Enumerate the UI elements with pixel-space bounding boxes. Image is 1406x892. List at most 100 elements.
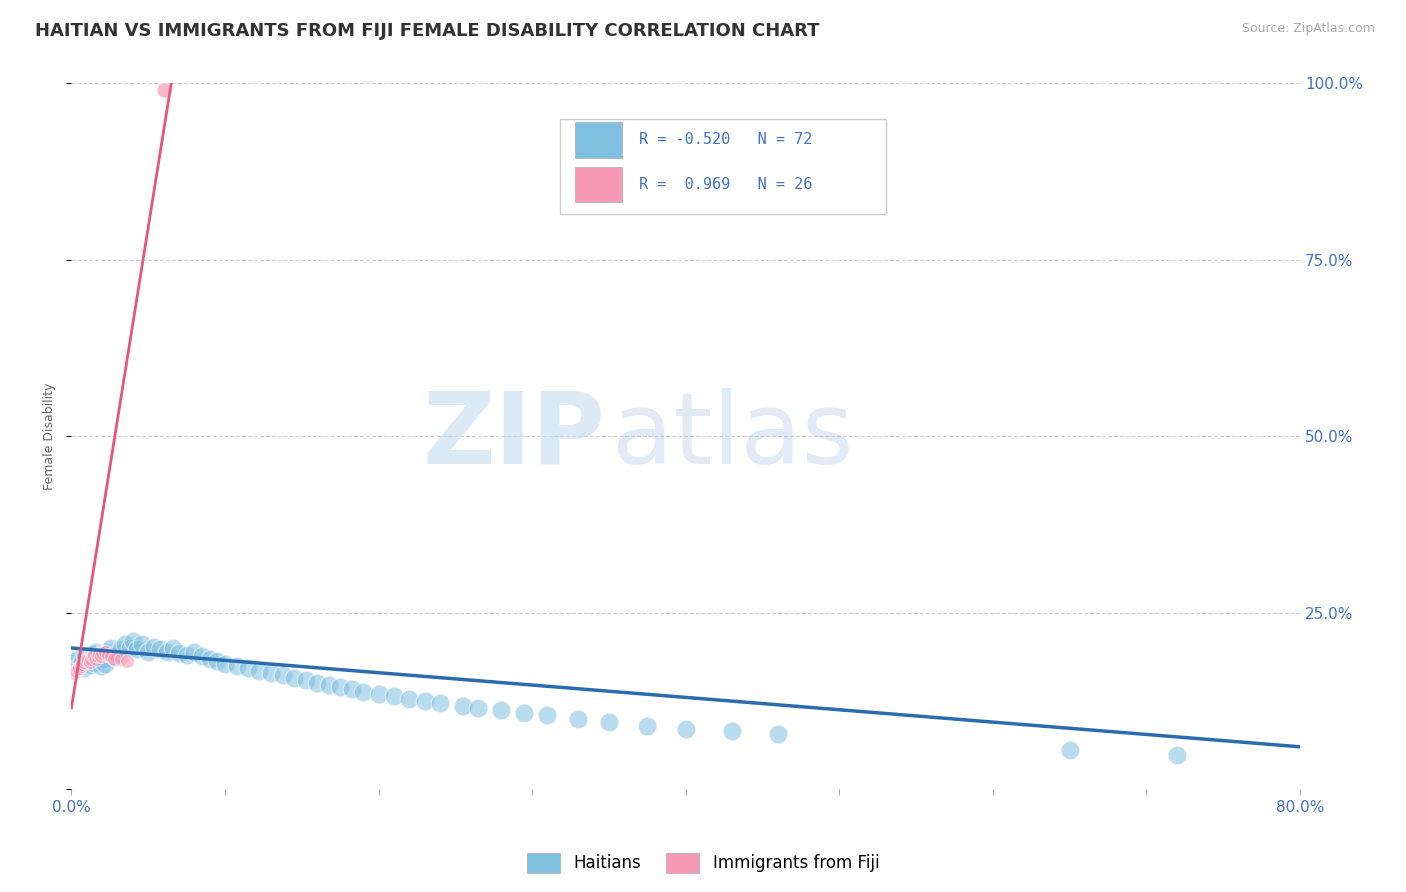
Point [87, 647, 110, 661]
Point [118, 640, 141, 655]
Point [94, 657, 117, 671]
Point [91, 647, 114, 661]
Point [94, 644, 117, 658]
Point [143, 640, 166, 654]
Point [76, 651, 98, 665]
Point [1059, 743, 1081, 757]
Point [84, 651, 107, 665]
Point [63, 655, 86, 669]
Point [93, 651, 115, 665]
Point [149, 642, 172, 657]
Text: R =  0.969   N = 26: R = 0.969 N = 26 [638, 177, 813, 192]
Text: Source: ZipAtlas.com: Source: ZipAtlas.com [1241, 22, 1375, 36]
Bar [575, 122, 621, 158]
Point [176, 648, 198, 662]
Point [90, 649, 112, 664]
Point [131, 638, 153, 652]
Point [451, 698, 474, 713]
Point [214, 657, 236, 671]
Point [260, 665, 283, 680]
Point [82, 649, 104, 664]
Point [107, 646, 129, 660]
Point [100, 649, 122, 664]
Bar [575, 167, 621, 202]
Point [67, 658, 90, 673]
Point [76, 653, 98, 667]
Y-axis label: Female Disability: Female Disability [44, 383, 56, 490]
Point [86, 649, 108, 664]
Point [183, 644, 205, 658]
Point [342, 681, 364, 696]
Point [97, 644, 120, 658]
Point [236, 661, 259, 675]
Point [70, 654, 93, 668]
Point [121, 634, 143, 648]
Point [567, 712, 589, 726]
Point [100, 640, 122, 655]
Point [598, 715, 620, 730]
Point [79, 655, 101, 669]
Point [75, 649, 97, 664]
Point [80, 651, 103, 665]
Point [152, 83, 174, 97]
Point [114, 638, 136, 652]
Legend: Haitians, Immigrants from Fiji: Haitians, Immigrants from Fiji [520, 847, 886, 880]
Point [273, 668, 295, 682]
Point [207, 654, 229, 668]
Point [198, 651, 221, 665]
Text: ZIP: ZIP [423, 388, 606, 484]
Point [675, 722, 697, 736]
Point [382, 689, 405, 703]
Point [398, 691, 420, 706]
Point [318, 678, 340, 692]
Point [75, 653, 97, 667]
Point [513, 706, 536, 720]
Point [80, 651, 103, 665]
Point [73, 661, 96, 675]
Point [491, 703, 513, 717]
Point [87, 649, 110, 664]
Point [329, 680, 352, 694]
Point [66, 662, 89, 676]
Point [136, 644, 159, 658]
Point [91, 646, 114, 660]
Point [97, 648, 120, 662]
FancyBboxPatch shape [561, 119, 886, 214]
Point [413, 694, 436, 708]
Point [636, 718, 658, 732]
Point [429, 696, 451, 710]
Point [367, 687, 389, 701]
Point [766, 727, 789, 741]
Point [63, 665, 86, 680]
Point [1166, 748, 1188, 763]
Point [283, 671, 305, 685]
Point [127, 642, 149, 657]
Point [84, 644, 107, 658]
Point [226, 658, 249, 673]
Point [66, 651, 89, 665]
Point [65, 664, 87, 678]
Point [103, 649, 125, 664]
Point [162, 640, 184, 655]
Point [83, 656, 105, 670]
Text: HAITIAN VS IMMIGRANTS FROM FIJI FEMALE DISABILITY CORRELATION CHART: HAITIAN VS IMMIGRANTS FROM FIJI FEMALE D… [35, 22, 820, 40]
Point [295, 673, 318, 687]
Point [103, 651, 125, 665]
Point [77, 648, 100, 662]
Point [90, 658, 112, 673]
Point [86, 653, 108, 667]
Point [536, 708, 558, 723]
Point [69, 658, 91, 673]
Point [167, 646, 190, 660]
Point [67, 661, 90, 675]
Point [82, 647, 104, 661]
Point [73, 655, 96, 669]
Point [110, 651, 132, 665]
Point [156, 644, 179, 658]
Point [247, 664, 270, 678]
Text: R = -0.520   N = 72: R = -0.520 N = 72 [638, 132, 813, 147]
Point [77, 653, 100, 667]
Point [307, 676, 329, 690]
Point [83, 648, 105, 662]
Point [720, 724, 742, 739]
